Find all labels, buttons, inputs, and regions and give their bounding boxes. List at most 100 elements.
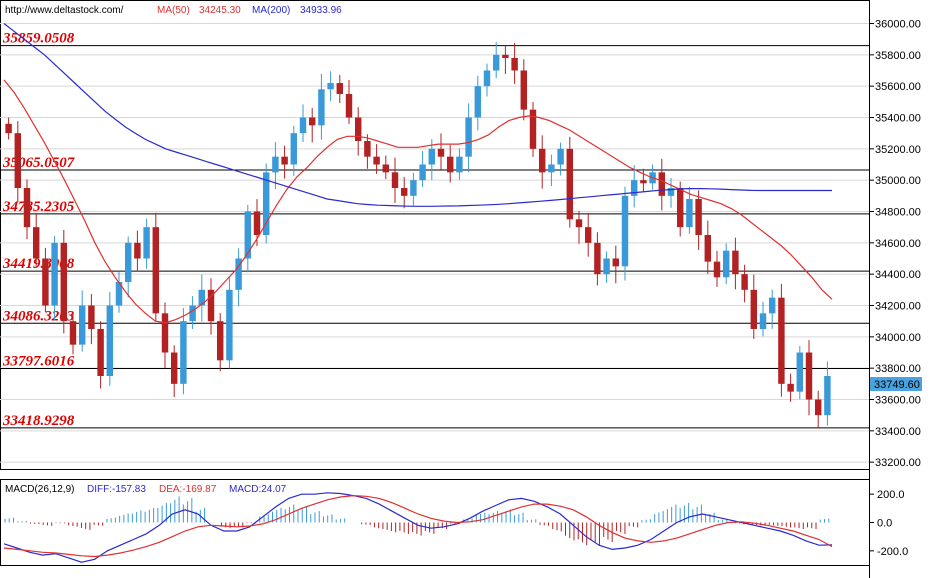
candle-body (419, 164, 426, 181)
level-label: 34086.3203 (2, 308, 75, 324)
candle-body (207, 289, 215, 322)
candle-body (290, 133, 298, 165)
price-tick-label: 36000.00 (875, 19, 921, 31)
price-tick-label: 34800.00 (875, 207, 921, 219)
candle-body (557, 148, 564, 165)
candle-body (198, 289, 206, 306)
candle-body (69, 321, 77, 345)
candle-body (676, 188, 684, 228)
macd-tick-label: -200.0 (877, 546, 908, 558)
candle-body (106, 305, 114, 376)
price-tick-label: 34600.00 (875, 238, 921, 250)
price-tick-label: 35800.00 (875, 50, 921, 62)
price-tick-label: 33400.00 (875, 426, 921, 438)
candle-body (658, 172, 666, 196)
level-label: 33418.9298 (2, 413, 75, 429)
candle-body (382, 164, 390, 173)
candle-body (824, 376, 831, 416)
candle-body (778, 297, 785, 384)
macd-dea: DEA:-169.87 (159, 484, 217, 495)
candle-body (78, 305, 86, 345)
level-label: 35065.0507 (2, 155, 75, 171)
candle-body (262, 172, 270, 235)
candle-body (345, 94, 353, 118)
price-tick-label: 35200.00 (875, 144, 921, 156)
candle-body (32, 227, 40, 259)
price-tick-label: 35400.00 (875, 113, 921, 125)
macd-diff-line (3, 492, 833, 563)
candle-body (741, 274, 748, 290)
candle-body (768, 297, 776, 314)
candle-body (143, 227, 150, 259)
macd-tick-label: 0.0 (877, 518, 892, 530)
candle-body (5, 123, 12, 134)
macd-name: MACD(26,12,9) (5, 484, 74, 495)
candle-body (603, 258, 610, 275)
candle-body (502, 54, 509, 58)
candle-body (115, 282, 123, 306)
candle-body (189, 305, 196, 322)
candle-body (640, 180, 647, 184)
candle-body (42, 258, 49, 306)
candle-body (60, 242, 68, 322)
candle-body (272, 156, 279, 173)
candle-body (695, 198, 702, 235)
candle-body (796, 352, 804, 392)
candle-body (787, 383, 794, 392)
macd-dea-line (3, 494, 833, 558)
level-label: 35859.0508 (2, 31, 75, 47)
candle-body (88, 305, 95, 329)
ma50-value: 34245.30 (199, 5, 241, 16)
macd-diff: DIFF:-157.83 (87, 484, 146, 495)
candle-body (51, 242, 58, 306)
candle-body (170, 352, 178, 384)
candle-body (722, 250, 730, 278)
candle-body (759, 313, 767, 329)
candle-body (667, 188, 675, 196)
candle-body (621, 195, 629, 267)
candle-body (465, 117, 472, 157)
candle-body (538, 148, 546, 173)
candle-body (437, 148, 445, 157)
candle-body (410, 180, 417, 196)
level-label: 33797.6016 (2, 354, 75, 370)
candle-body (299, 117, 307, 134)
candle-body (713, 261, 721, 278)
candle-body (14, 133, 22, 188)
price-tick-label: 35600.00 (875, 81, 921, 93)
candle-body (446, 156, 454, 173)
candle-body (180, 321, 187, 384)
candle-body (336, 83, 344, 94)
candle-body (704, 235, 712, 262)
candle-body (814, 399, 822, 416)
candle-body (483, 70, 491, 87)
candle-body (281, 156, 288, 165)
price-tick-label: 33200.00 (875, 457, 921, 469)
ma200-value: 34933.96 (300, 5, 342, 16)
current-price-tag (870, 377, 922, 391)
candle-body (97, 329, 104, 376)
price-axis: 36000.00 35800.00 35600.00 35400.00 35200.00… (869, 19, 921, 558)
level-label: 34785.2305 (2, 199, 75, 215)
candle-body (805, 352, 813, 400)
candle-body (373, 156, 380, 165)
candle-body (474, 86, 482, 118)
candle-body (152, 227, 160, 314)
candle-body (318, 89, 325, 126)
ma50-label: MA(50) (157, 5, 190, 16)
candle-body (584, 227, 592, 243)
candle-body (750, 289, 758, 329)
macd-tick-label: 200.0 (877, 489, 905, 501)
ma200-line (3, 23, 832, 207)
macd-series (3, 492, 833, 563)
candle-body (23, 188, 31, 228)
ma50-line (3, 79, 833, 324)
candle-body (161, 313, 169, 353)
price-tick-label: 34000.00 (875, 332, 921, 344)
candle-body (529, 109, 537, 149)
price-tick-label: 33600.00 (875, 395, 921, 407)
candle-body (226, 289, 233, 361)
candle-body (391, 172, 399, 188)
candle-body (456, 156, 463, 173)
